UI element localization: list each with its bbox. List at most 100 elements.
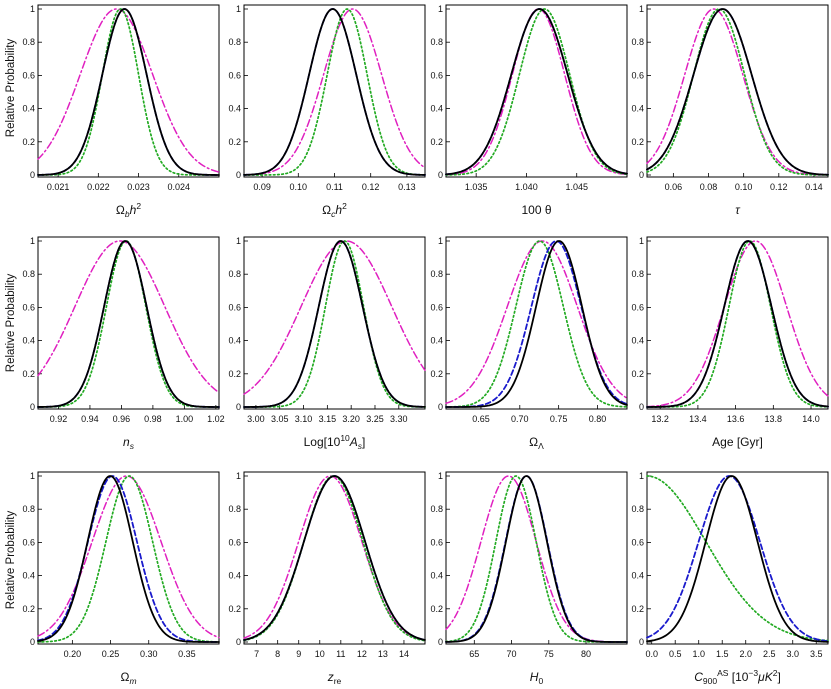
y-tick-label: 0.8 bbox=[228, 37, 241, 47]
x-tick-label: 0.25 bbox=[102, 649, 120, 659]
x-tick-label: 0.08 bbox=[700, 182, 718, 192]
y-tick-label: 0.4 bbox=[22, 336, 35, 346]
panel-8: 0 0.2 0.4 0.6 0.8 1 13.2 13.4 13.6 13.8 14.0 Age [G… bbox=[631, 236, 829, 449]
series-line-black bbox=[243, 240, 426, 408]
x-axis-label: Ωm bbox=[120, 670, 136, 686]
x-tick-label: 3.00 bbox=[247, 414, 265, 424]
x-tick-label: 0.70 bbox=[511, 414, 529, 424]
x-axis-label: Age [Gyr] bbox=[712, 435, 763, 449]
x-axis-label: 100 θ bbox=[521, 203, 551, 217]
x-tick-label: 0.11 bbox=[326, 182, 343, 192]
y-tick-label: 0.6 bbox=[228, 537, 241, 547]
y-tick-label: 1 bbox=[236, 4, 241, 14]
x-axis-label: H0 bbox=[530, 670, 544, 686]
y-tick-label: 0.4 bbox=[228, 571, 241, 581]
panel-11: 0 0.2 0.4 0.6 0.8 1 65 70 75 80 H0 bbox=[430, 471, 628, 686]
y-tick-label: 0.2 bbox=[430, 137, 443, 147]
x-tick-label: 0.10 bbox=[735, 182, 753, 192]
y-tick-label: 0.2 bbox=[228, 604, 241, 614]
y-tick-label: 0.8 bbox=[430, 504, 443, 514]
x-tick-label: 0.30 bbox=[140, 649, 158, 659]
panel-3: 0 0.2 0.4 0.6 0.8 1 1.035 1.040 1.045 100 θ bbox=[430, 4, 628, 217]
series-line-black bbox=[646, 8, 829, 176]
y-tick-label: 0.4 bbox=[22, 104, 35, 114]
panel-12: 0 0.2 0.4 0.6 0.8 1 0.0 0.5 1.0 1.5 2.0 2.5 3.0 3.5 C9… bbox=[631, 471, 829, 686]
y-tick-label: 0.2 bbox=[22, 137, 35, 147]
y-tick-label: 0.8 bbox=[22, 269, 35, 279]
x-tick-label: 75 bbox=[544, 649, 554, 659]
y-tick-label: 0.4 bbox=[22, 571, 35, 581]
y-tick-label: 1 bbox=[639, 4, 644, 14]
x-tick-label: 0.92 bbox=[50, 414, 68, 424]
y-tick-label: 0.2 bbox=[631, 604, 644, 614]
y-tick-label: 0 bbox=[438, 402, 443, 412]
y-tick-label: 0.4 bbox=[430, 571, 443, 581]
x-tick-label: 0.20 bbox=[64, 649, 82, 659]
y-tick-label: 0.4 bbox=[631, 571, 644, 581]
x-tick-label: 0.5 bbox=[669, 649, 682, 659]
series-line-green bbox=[445, 240, 628, 408]
x-axis-label: τ bbox=[735, 203, 741, 217]
series-line-blue bbox=[646, 475, 829, 642]
series-line-black bbox=[243, 8, 426, 176]
y-tick-label: 1 bbox=[639, 236, 644, 246]
x-tick-label: 3.25 bbox=[366, 414, 384, 424]
x-tick-label: 12 bbox=[357, 649, 367, 659]
series-line-magenta bbox=[646, 8, 829, 176]
x-tick-label: 3.10 bbox=[295, 414, 313, 424]
y-tick-label: 1 bbox=[438, 236, 443, 246]
plot-frame bbox=[37, 236, 220, 410]
x-axis-label: ΩΛ bbox=[529, 435, 544, 451]
y-tick-label: 1 bbox=[30, 471, 35, 481]
y-tick-label: 0.8 bbox=[631, 269, 644, 279]
y-tick-label: 0.4 bbox=[430, 104, 443, 114]
x-tick-label: 0.14 bbox=[805, 182, 823, 192]
ylabel-row-3: Relative Probability bbox=[5, 511, 17, 610]
series-line-black bbox=[646, 240, 829, 408]
x-tick-label: 0.0 bbox=[645, 649, 658, 659]
panel-1: 0 0.2 0.4 0.6 0.8 1 0.021 0.022 0.023 0.024 Ωbh2 bbox=[22, 4, 220, 219]
x-tick-label: 3.15 bbox=[319, 414, 337, 424]
y-tick-label: 0.2 bbox=[430, 369, 443, 379]
plot-frame bbox=[646, 471, 829, 645]
y-tick-label: 0.6 bbox=[22, 537, 35, 547]
y-tick-label: 1 bbox=[236, 236, 241, 246]
x-tick-label: 1.045 bbox=[565, 182, 588, 192]
y-tick-label: 1 bbox=[30, 236, 35, 246]
x-tick-label: 3.05 bbox=[271, 414, 289, 424]
series-line-magenta bbox=[37, 8, 220, 173]
y-tick-label: 0 bbox=[438, 637, 443, 647]
y-tick-label: 0.6 bbox=[22, 70, 35, 80]
y-tick-label: 1 bbox=[236, 471, 241, 481]
x-tick-label: 1.035 bbox=[465, 182, 488, 192]
panel-5: 0 0.2 0.4 0.6 0.8 1 0.92 0.94 0.96 0.98 1.00 1.02 ns bbox=[22, 236, 224, 451]
plot-frame bbox=[243, 236, 426, 410]
y-tick-label: 0.2 bbox=[631, 369, 644, 379]
series-line-green bbox=[646, 240, 829, 408]
panel-10: 0 0.2 0.4 0.6 0.8 1 7 8 9 10 11 12 13 14 zre bbox=[228, 471, 426, 686]
y-tick-label: 0.8 bbox=[22, 504, 35, 514]
x-tick-label: 0.10 bbox=[290, 182, 308, 192]
x-tick-label: 0.94 bbox=[81, 414, 99, 424]
series-line-black bbox=[646, 475, 829, 643]
plot-frame bbox=[445, 471, 628, 645]
x-tick-label: 13.2 bbox=[651, 414, 669, 424]
x-axis-label: Ωch2 bbox=[322, 201, 347, 219]
plot-frame bbox=[37, 4, 220, 178]
x-tick-label: 9 bbox=[296, 649, 301, 659]
y-tick-label: 0.6 bbox=[430, 537, 443, 547]
x-axis-label: Log[1010As] bbox=[304, 433, 366, 451]
plot-frame bbox=[37, 471, 220, 645]
series-line-black bbox=[445, 240, 628, 408]
x-tick-label: 10 bbox=[315, 649, 325, 659]
series-line-green bbox=[445, 8, 628, 176]
x-axis-label: C900AS [10−3μK2] bbox=[694, 668, 781, 686]
y-tick-label: 0.2 bbox=[22, 369, 35, 379]
y-tick-label: 0.4 bbox=[228, 336, 241, 346]
y-tick-label: 0.4 bbox=[228, 104, 241, 114]
plot-frame bbox=[243, 471, 426, 645]
series-line-black bbox=[445, 475, 628, 643]
y-tick-label: 0.6 bbox=[22, 302, 35, 312]
plot-frame bbox=[646, 4, 829, 178]
panel-7: 0 0.2 0.4 0.6 0.8 1 0.65 0.70 0.75 0.80 ΩΛ bbox=[430, 236, 628, 451]
